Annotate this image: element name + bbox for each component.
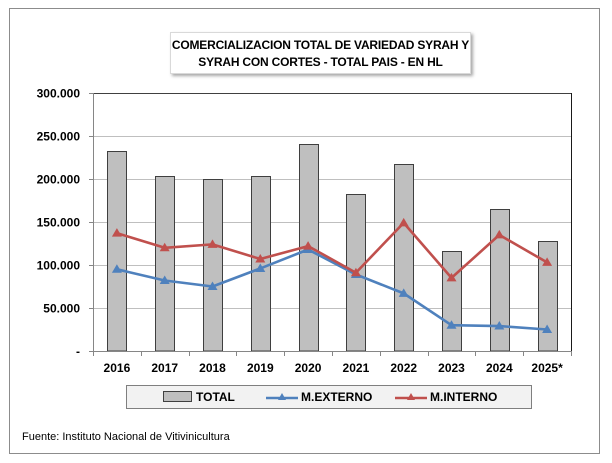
marker-m-externo [255,263,266,272]
marker-m-interno [255,253,266,263]
source-note: Fuente: Instituto Nacional de Vitivinicu… [22,431,230,443]
bar-total [107,151,127,352]
bar-total [490,209,510,352]
x-tick-label: 2016 [104,361,131,375]
legend-item-m-interno: M.INTERNO [395,389,497,405]
marker-m-interno [111,228,122,237]
marker-m-interno [494,229,505,239]
line-m-interno [116,221,548,280]
x-tick-label: 2025* [531,361,563,375]
x-tick-label: 2018 [199,361,226,375]
bar-total [155,176,175,352]
legend-line-triangle-icon [266,392,298,400]
tick-labels: - 50.000 100.000 150.000 200.000 250.000 300.0… [37,87,563,376]
legend-label-total: TOTAL [196,390,235,404]
y-tick-label: 100.000 [37,259,81,273]
x-tick-label: 2020 [295,361,322,375]
marker-m-interno [398,217,409,227]
legend-bar-swatch-icon [163,391,192,403]
bars-total [107,144,558,352]
x-tick-label: 2022 [390,361,417,375]
bar-total [251,176,271,352]
marker-m-interno [350,267,361,277]
marker-m-interno [207,239,218,248]
bar-total [394,164,414,352]
legend-item-m-externo: M.EXTERNO [266,389,372,405]
line-m-externo [116,248,548,331]
marker-m-externo [542,324,553,333]
marker-m-externo [159,275,170,284]
legend-line-triangle-icon [395,392,427,400]
y-tick-label: - [76,345,80,359]
legend: TOTAL M.EXTERNO M.INTERNO [126,385,532,409]
marker-m-externo [111,264,122,273]
legend-item-total: TOTAL [163,389,235,405]
y-tick-label: 150.000 [37,216,81,230]
legend-label-m-externo: M.EXTERNO [301,390,373,404]
chart-title: COMERCIALIZACION TOTAL DE VARIEDAD SYRAH… [170,32,471,74]
chart-title-line-1: COMERCIALIZACION TOTAL DE VARIEDAD SYRAH… [171,38,470,52]
chart-title-line-2: SYRAH CON CORTES - TOTAL PAIS - EN HL [198,55,443,69]
marker-m-interno [542,257,553,266]
y-tick-label: 300.000 [37,87,81,101]
bar-total [442,251,462,352]
axes [89,93,572,356]
x-tick-label: 2019 [247,361,274,375]
marker-m-externo [207,281,218,290]
y-tick-label: 200.000 [37,173,81,187]
marker-m-externo [446,320,457,329]
marker-m-interno [303,241,314,250]
y-tick-label: 250.000 [37,130,81,144]
x-tick-label: 2021 [343,361,370,375]
marker-m-externo [398,288,409,297]
marker-m-interno [446,272,457,282]
bar-total [203,179,223,352]
x-tick-label: 2024 [486,361,513,375]
marker-m-externo [494,321,505,330]
legend-label-m-interno: M.INTERNO [430,390,498,404]
x-tick-label: 2017 [151,361,178,375]
marker-m-interno [159,242,170,252]
x-tick-label: 2023 [438,361,465,375]
lines [111,217,553,333]
y-tick-label: 50.000 [43,302,80,316]
